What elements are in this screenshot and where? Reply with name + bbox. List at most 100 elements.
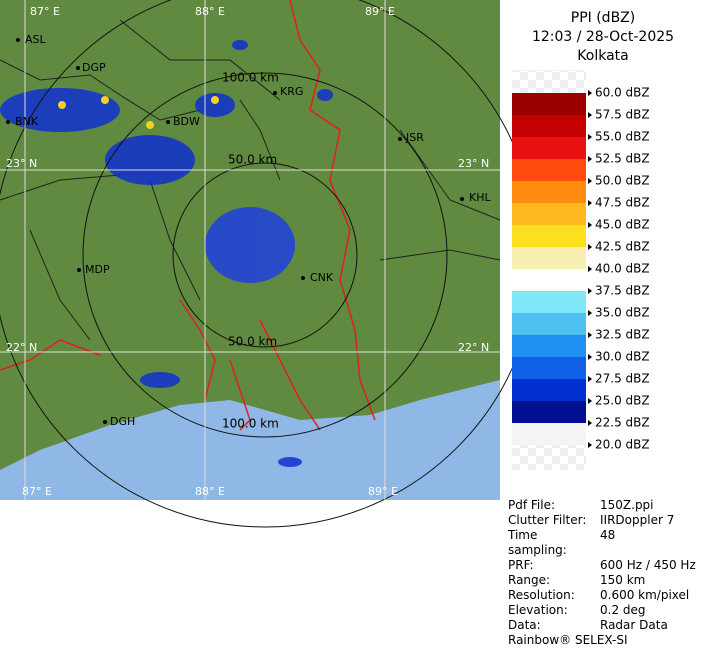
city-label: BDW	[173, 115, 200, 128]
legend-swatch	[512, 225, 586, 247]
info-row: PRF: 600 Hz / 450 Hz	[508, 558, 696, 573]
legend-tick	[588, 376, 592, 382]
legend-label: 45.0 dBZ	[595, 218, 650, 232]
legend-label: 50.0 dBZ	[595, 174, 650, 188]
legend-swatch	[512, 357, 586, 379]
legend-label: 40.0 dBZ	[595, 262, 650, 276]
legend-tick	[588, 200, 592, 206]
legend-tick	[588, 310, 592, 316]
info-row: Resolution: 0.600 km/pixel	[508, 588, 696, 603]
cities: ASL DGP KRG BNK BDW JSR KHL MDP CNK DGH	[6, 33, 491, 428]
grid-label: 23° N	[458, 157, 489, 170]
legend-tick	[588, 90, 592, 96]
legend-swatch	[512, 269, 586, 291]
legend-tick	[588, 244, 592, 250]
legend-swatch	[512, 181, 586, 203]
legend-label: 60.0 dBZ	[595, 86, 650, 100]
info-panel: Pdf File: 150Z.ppi Clutter Filter: IIRDoppl…	[508, 498, 696, 648]
legend-tick	[588, 112, 592, 118]
legend-label: 32.5 dBZ	[595, 328, 650, 342]
legend-label: 55.0 dBZ	[595, 130, 650, 144]
legend-tick	[588, 266, 592, 272]
legend-label: 30.0 dBZ	[595, 350, 650, 364]
legend-label: 42.5 dBZ	[595, 240, 650, 254]
info-key: Elevation:	[508, 603, 568, 617]
legend-swatch	[512, 70, 586, 71]
info-value: 600 Hz / 450 Hz	[600, 558, 696, 572]
grid-label: 88° E	[195, 5, 225, 18]
ring-label: 50.0 km	[228, 335, 277, 349]
info-key: Range:	[508, 573, 551, 587]
grid-label: 89° E	[365, 5, 395, 18]
grid-label: 89° E	[368, 485, 398, 498]
info-value: IIRDoppler 7	[600, 513, 675, 527]
grid-label: 87° E	[30, 5, 60, 18]
graticule	[0, 0, 500, 500]
panel-time: 12:03 / 28-Oct-2025	[532, 29, 674, 45]
legend-label: 20.0 dBZ	[595, 438, 650, 452]
info-key: PRF:	[508, 558, 534, 572]
city-label: KHL	[469, 191, 491, 204]
legend-tick	[588, 178, 592, 184]
grid-label: 22° N	[458, 341, 489, 354]
legend-swatch	[512, 423, 586, 445]
grid-label: 87° E	[22, 485, 52, 498]
city-label: BNK	[15, 115, 39, 128]
info-value: 48	[600, 528, 616, 542]
legend-label: 27.5 dBZ	[595, 372, 650, 386]
info-row: Clutter Filter: IIRDoppler 7	[508, 513, 696, 528]
info-value: 0.2 deg	[600, 603, 646, 617]
grid-label: 88° E	[195, 485, 225, 498]
info-value: 0.600 km/pixel	[600, 588, 690, 602]
info-key: Pdf File:	[508, 498, 556, 512]
city-label: MDP	[85, 263, 110, 276]
legend-swatch	[512, 401, 586, 423]
legend-label: 37.5 dBZ	[595, 284, 650, 298]
legend-tick	[588, 332, 592, 338]
legend-label: 57.5 dBZ	[595, 108, 650, 122]
info-row: Data: Radar Data	[508, 618, 696, 633]
legend-swatch	[512, 115, 586, 137]
radar-echo-strong	[58, 96, 219, 129]
legend-label: 47.5 dBZ	[595, 196, 650, 210]
info-row: Time sampling: 48	[508, 528, 696, 558]
legend-tick	[588, 420, 592, 426]
panel-title: PPI (dBZ)	[571, 10, 635, 26]
info-value: Radar Data	[600, 618, 668, 632]
legend-tick	[588, 134, 592, 140]
city-label: CNK	[310, 271, 334, 284]
legend-label: 52.5 dBZ	[595, 152, 650, 166]
legend-label: 35.0 dBZ	[595, 306, 650, 320]
ring-label: 100.0 km	[222, 417, 279, 431]
info-value: 150Z.ppi	[600, 498, 654, 512]
footer: Rainbow® SELEX-SI	[508, 633, 628, 647]
legend-tick	[588, 398, 592, 404]
legend-swatch	[512, 93, 586, 115]
info-row: Range: 150 km	[508, 573, 696, 588]
info-key: Data:	[508, 618, 541, 632]
city-label: DGH	[110, 415, 135, 428]
info-key: Clutter Filter:	[508, 513, 587, 527]
legend-tick	[588, 156, 592, 162]
legend-swatch	[512, 247, 586, 269]
legend: 60.0 dBZ 57.5 dBZ 55.0 dBZ 52.5 dBZ 50.0 dBZ…	[512, 70, 650, 470]
legend-label: 25.0 dBZ	[595, 394, 650, 408]
legend-label: 22.5 dBZ	[595, 416, 650, 430]
ring-label: 50.0 km	[228, 153, 277, 167]
legend-swatch	[512, 335, 586, 357]
city-label: JSR	[405, 131, 424, 144]
legend-tick	[588, 442, 592, 448]
info-key: Time sampling:	[508, 528, 567, 557]
legend-swatch	[512, 313, 586, 335]
legend-tick	[588, 222, 592, 228]
legend-swatch	[512, 203, 586, 225]
panel-site: Kolkata	[577, 48, 628, 64]
info-value: 150 km	[600, 573, 646, 587]
grid-label: 23° N	[6, 157, 37, 170]
info-key: Resolution:	[508, 588, 575, 602]
legend-swatch	[512, 137, 586, 159]
info-row: Pdf File: 150Z.ppi	[508, 498, 696, 513]
map	[0, 0, 538, 528]
legend-tick	[588, 354, 592, 360]
